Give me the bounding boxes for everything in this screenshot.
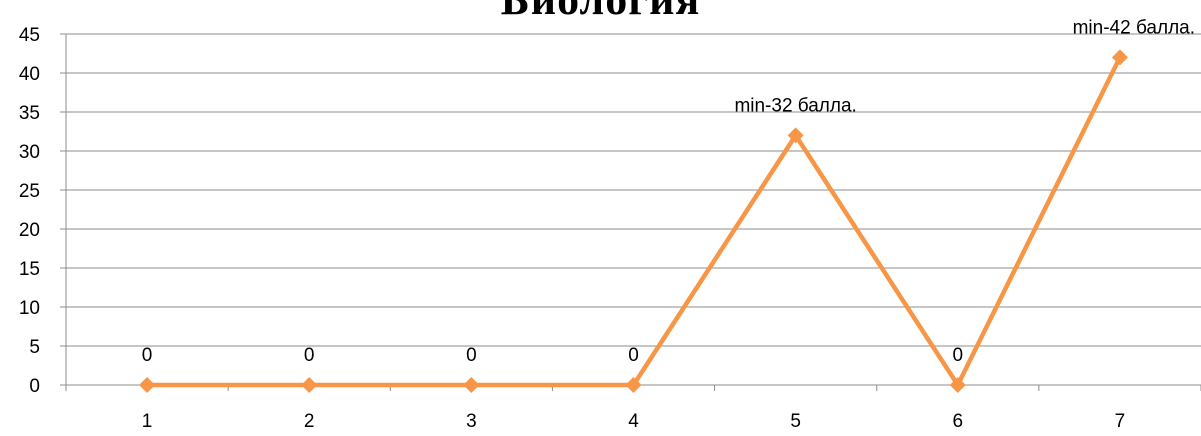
x-tick-label: 5 — [790, 411, 801, 432]
data-label: 0 — [952, 345, 963, 366]
data-label: 0 — [304, 345, 315, 366]
y-tick-label: 30 — [19, 142, 40, 163]
series-layer — [147, 56, 1122, 390]
data-label: min-42 балла. — [1073, 17, 1195, 38]
y-tick-label: 45 — [19, 25, 40, 46]
point-marker — [463, 377, 480, 393]
chart-title: Биология — [0, 0, 1201, 25]
y-tick-label: 40 — [19, 64, 40, 85]
data-label: min-32 балла. — [734, 95, 856, 116]
point-marker — [301, 377, 318, 393]
point-marker — [787, 127, 804, 144]
point-marker — [949, 377, 966, 393]
x-tick-label: 3 — [466, 411, 477, 432]
point-markers — [139, 49, 1128, 393]
point-marker — [139, 377, 156, 393]
data-labels: 0 0 0 0 min-32 балла. 0 min-42 балла. — [142, 17, 1195, 366]
x-tick-label: 2 — [304, 411, 315, 432]
point-marker — [1111, 49, 1128, 66]
y-tick-labels: 0 5 10 15 20 25 30 35 40 45 — [19, 25, 40, 397]
data-label: 0 — [628, 345, 639, 366]
axes — [60, 33, 1201, 391]
x-tick-label: 6 — [952, 411, 963, 432]
series-line — [147, 56, 1122, 390]
data-label: 0 — [466, 345, 477, 366]
x-tick-labels: 1 2 3 4 5 6 7 — [142, 411, 1125, 432]
data-label: 0 — [142, 345, 153, 366]
y-tick-label: 20 — [19, 220, 40, 241]
gridlines — [66, 33, 1201, 347]
y-tick-label: 35 — [19, 103, 40, 124]
y-tick-label: 0 — [29, 376, 40, 397]
x-tick-label: 7 — [1115, 411, 1126, 432]
y-tick-label: 10 — [19, 298, 40, 319]
x-tick-label: 4 — [628, 411, 639, 432]
point-marker — [625, 377, 642, 393]
y-tick-label: 5 — [29, 337, 40, 358]
y-tick-label: 15 — [19, 259, 40, 280]
x-tick-label: 1 — [142, 411, 153, 432]
y-tick-label: 25 — [19, 181, 40, 202]
